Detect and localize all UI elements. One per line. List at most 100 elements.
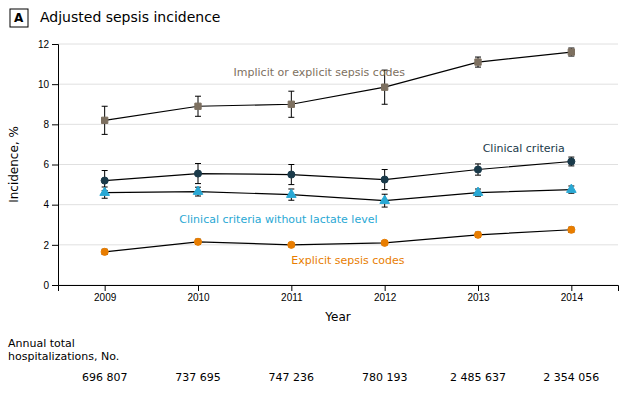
- grid-line: [58, 44, 618, 45]
- y-axis-title: Incidence, %: [7, 126, 21, 203]
- hospitalizations-title: hospitalizations, No.: [8, 350, 119, 363]
- y-tick-mark: [52, 44, 58, 45]
- error-bar-cap: [288, 200, 294, 201]
- marker: [568, 226, 575, 233]
- error-bar-cap: [102, 170, 108, 171]
- grid: [58, 44, 618, 285]
- error-bar-cap: [382, 189, 388, 190]
- y-tick-label: 8: [43, 119, 49, 130]
- error-bar: [102, 106, 108, 134]
- marker: [568, 158, 575, 165]
- marker: [288, 241, 295, 248]
- error-bar-cap: [568, 157, 574, 158]
- y-tick: 6: [43, 159, 58, 170]
- series: [100, 184, 576, 207]
- annotation: Clinical criteria without lactate level: [179, 213, 377, 226]
- y-tick-label: 4: [43, 199, 49, 210]
- y-tick-label: 10: [38, 79, 50, 90]
- annotation: Explicit sepsis codes: [291, 254, 404, 267]
- x-tick-label: 2012: [374, 292, 397, 303]
- y-tick-label: 6: [43, 159, 49, 170]
- hospitalizations-value: 780 193: [362, 371, 408, 384]
- hospitalizations-value: 747 236: [269, 371, 315, 384]
- marker: [568, 49, 574, 55]
- error-bar: [568, 48, 574, 56]
- marker: [287, 189, 297, 197]
- x-tick: 2009: [94, 285, 117, 303]
- x-tick-mark: [571, 285, 572, 291]
- marker: [381, 239, 388, 246]
- error-bar: [195, 163, 201, 183]
- error-bar-cap: [568, 48, 574, 49]
- marker: [288, 171, 295, 178]
- error-bar: [102, 249, 108, 254]
- error-bar: [475, 164, 481, 175]
- marker: [381, 176, 388, 183]
- y-tick-label: 0: [43, 280, 49, 291]
- marker: [101, 248, 108, 255]
- marker: [193, 186, 203, 194]
- x-tick: 2014: [561, 285, 584, 303]
- grid-line: [58, 244, 618, 245]
- error-bar: [568, 227, 574, 232]
- x-tick-mark: [198, 285, 199, 291]
- series: [101, 157, 575, 191]
- marker: [475, 59, 481, 65]
- x-tick-label: 2010: [187, 292, 210, 303]
- annotation: Implicit or explicit sepsis codes: [234, 66, 406, 79]
- x-tick-mark: [105, 285, 106, 291]
- error-bar-cap: [475, 57, 481, 58]
- error-bar: [475, 232, 481, 237]
- x-tick: 2010: [187, 285, 210, 303]
- marker: [474, 166, 481, 173]
- series-line: [105, 52, 572, 120]
- series-line: [105, 230, 572, 252]
- hospitalizations-value: 2 354 056: [543, 371, 599, 384]
- x-axis-title: Year: [324, 310, 350, 324]
- marker: [100, 187, 110, 195]
- marker: [102, 117, 108, 123]
- y-axis-line: [52, 45, 59, 286]
- error-bar-cap: [475, 163, 481, 164]
- error-bar-cap: [102, 106, 108, 107]
- panel-label-box: [10, 9, 28, 27]
- error-bar: [568, 157, 574, 166]
- error-bar: [195, 239, 201, 244]
- chart: 024681012200920102011201220132014YearInc…: [0, 0, 634, 409]
- y-tick-mark: [52, 124, 58, 125]
- marker: [473, 187, 483, 195]
- y-tick-mark: [52, 245, 58, 246]
- error-bar-cap: [102, 134, 108, 135]
- marker: [382, 84, 388, 90]
- grid-line: [58, 124, 618, 125]
- error-bar-cap: [288, 91, 294, 92]
- marker: [101, 177, 108, 184]
- y-axis: 024681012: [38, 39, 59, 291]
- marker: [380, 195, 390, 203]
- title: Adjusted sepsis incidence: [40, 9, 220, 25]
- marker: [567, 184, 577, 192]
- error-bar: [475, 57, 481, 67]
- x-tick-label: 2013: [467, 292, 490, 303]
- series-line: [105, 190, 572, 201]
- marker: [474, 231, 481, 238]
- error-bar-cap: [382, 169, 388, 170]
- error-bar-cap: [288, 164, 294, 165]
- y-tick-mark: [52, 84, 58, 85]
- y-tick: 12: [38, 39, 58, 50]
- error-bar-cap: [288, 117, 294, 118]
- y-tick: 10: [38, 79, 58, 90]
- error-bar: [288, 165, 294, 185]
- error-bar-cap: [195, 96, 201, 97]
- y-tick-mark: [52, 165, 58, 166]
- x-tick-mark: [385, 285, 386, 291]
- error-bar-cap: [475, 67, 481, 68]
- y-tick-mark: [52, 285, 58, 286]
- panel-label-text: A: [14, 11, 24, 25]
- error-bar-cap: [102, 198, 108, 199]
- x-axis: 200920102011201220132014: [59, 285, 619, 303]
- x-tick-label: 2009: [94, 292, 117, 303]
- y-tick: 4: [43, 199, 58, 210]
- x-tick: 2012: [374, 285, 397, 303]
- error-bar-cap: [195, 196, 201, 197]
